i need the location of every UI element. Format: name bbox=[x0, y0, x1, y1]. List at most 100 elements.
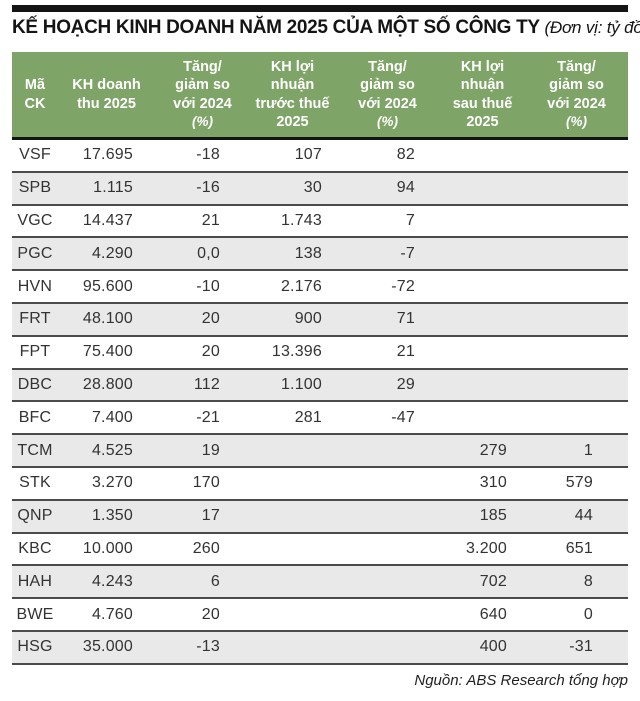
value-cell bbox=[335, 435, 440, 466]
value-cell: 14.437 bbox=[82, 211, 133, 229]
value-cell bbox=[525, 402, 628, 433]
ticker-cell: VSF bbox=[19, 146, 51, 164]
value-cell: -10 bbox=[196, 277, 220, 295]
title-unit-note: (Đơn vị: tỷ đồng) bbox=[544, 18, 640, 37]
ticker-cell: QNP bbox=[17, 507, 53, 525]
ticker-cell: PGC bbox=[17, 244, 53, 262]
value-cell: -72 bbox=[391, 277, 415, 295]
value-cell bbox=[335, 468, 440, 499]
ticker-cell: VGC bbox=[17, 211, 53, 229]
value-cell: -18 bbox=[196, 146, 220, 164]
value-cell bbox=[525, 271, 628, 302]
ticker-cell: SPB bbox=[18, 179, 52, 197]
value-cell bbox=[335, 534, 440, 565]
title-text: KẾ HOẠCH KINH DOANH NĂM 2025 CỦA MỘT SỐ … bbox=[12, 17, 540, 38]
top-rule bbox=[12, 5, 628, 12]
table-row-frt: FRT 48.100 20 900 71 bbox=[12, 303, 628, 337]
value-cell: 640 bbox=[479, 605, 507, 623]
ticker-cell: HSG bbox=[17, 638, 53, 656]
value-cell: -31 bbox=[569, 638, 593, 656]
value-cell: 651 bbox=[565, 539, 593, 557]
value-cell: 702 bbox=[479, 572, 507, 590]
ticker-cell: TCM bbox=[17, 441, 53, 459]
ticker-cell: HVN bbox=[17, 277, 53, 295]
value-cell bbox=[250, 566, 335, 597]
value-cell: 3.270 bbox=[91, 474, 133, 492]
value-cell: 20 bbox=[201, 605, 220, 623]
value-cell: 1.100 bbox=[280, 375, 322, 393]
value-cell bbox=[525, 206, 628, 237]
value-cell: -47 bbox=[391, 408, 415, 426]
value-cell: 94 bbox=[396, 179, 415, 197]
ticker-cell: DBC bbox=[17, 375, 53, 393]
value-cell bbox=[440, 337, 525, 368]
value-cell: 44 bbox=[574, 507, 593, 525]
value-cell: 6 bbox=[210, 572, 220, 590]
value-cell bbox=[440, 402, 525, 433]
value-cell: 579 bbox=[565, 474, 593, 492]
value-cell: 1.743 bbox=[280, 211, 322, 229]
value-cell bbox=[250, 534, 335, 565]
value-cell: 4.760 bbox=[91, 605, 133, 623]
ticker-cell: FPT bbox=[19, 343, 51, 361]
value-cell: 28.800 bbox=[82, 375, 133, 393]
value-cell: 170 bbox=[192, 474, 220, 492]
table-body: VSF 17.695 -18 107 82 SPB 1.115 -16 30 94 VGC 14.43… bbox=[12, 140, 628, 665]
table-row-vgc: VGC 14.437 21 1.743 7 bbox=[12, 205, 628, 239]
table-row-kbc: KBC 10.000 260 3.200 651 bbox=[12, 533, 628, 567]
value-cell: 82 bbox=[396, 146, 415, 164]
value-cell: 29 bbox=[396, 375, 415, 393]
value-cell bbox=[335, 566, 440, 597]
value-cell bbox=[440, 173, 525, 204]
value-cell: -21 bbox=[196, 408, 220, 426]
business-plan-table: Mã CK KH doanh thu 2025 Tăng/ giảm so vớ… bbox=[12, 52, 628, 665]
value-cell: 20 bbox=[201, 310, 220, 328]
value-cell: 310 bbox=[479, 474, 507, 492]
value-cell bbox=[440, 304, 525, 335]
value-cell: 17 bbox=[201, 507, 220, 525]
value-cell: 1 bbox=[583, 441, 593, 459]
value-cell: 30 bbox=[303, 179, 322, 197]
value-cell: 1.115 bbox=[93, 179, 133, 197]
value-cell: 19 bbox=[201, 441, 220, 459]
source-note: Nguồn: ABS Research tổng hợp bbox=[414, 672, 628, 689]
value-cell: -13 bbox=[196, 638, 220, 656]
table-row-hsg: HSG 35.000 -13 400 -31 bbox=[12, 631, 628, 665]
value-cell: -7 bbox=[400, 244, 415, 262]
value-cell bbox=[250, 501, 335, 532]
value-cell: 279 bbox=[479, 441, 507, 459]
column-header-posttax-change: Tăng/ giảm so với 2024 (%) bbox=[547, 58, 606, 130]
value-cell: 35.000 bbox=[82, 638, 133, 656]
ticker-cell: BFC bbox=[18, 408, 52, 426]
ticker-cell: KBC bbox=[18, 539, 52, 557]
column-header-revenue-change: Tăng/ giảm so với 2024 (%) bbox=[173, 58, 232, 130]
value-cell: 4.525 bbox=[91, 441, 133, 459]
ticker-cell: BWE bbox=[16, 605, 54, 623]
page-title: KẾ HOẠCH KINH DOANH NĂM 2025 CỦA MỘT SỐ … bbox=[12, 15, 640, 40]
value-cell: -16 bbox=[196, 179, 220, 197]
value-cell: 75.400 bbox=[82, 343, 133, 361]
value-cell: 260 bbox=[192, 539, 220, 557]
value-cell: 281 bbox=[294, 408, 322, 426]
ticker-cell: STK bbox=[19, 474, 51, 492]
value-cell: 185 bbox=[479, 507, 507, 525]
value-cell bbox=[250, 468, 335, 499]
value-cell: 900 bbox=[294, 310, 322, 328]
value-cell: 21 bbox=[396, 343, 415, 361]
value-cell: 400 bbox=[479, 638, 507, 656]
value-cell bbox=[440, 238, 525, 269]
table-row-bwe: BWE 4.760 20 640 0 bbox=[12, 599, 628, 632]
value-cell bbox=[440, 271, 525, 302]
value-cell bbox=[440, 206, 525, 237]
table-row-vsf: VSF 17.695 -18 107 82 bbox=[12, 140, 628, 173]
value-cell: 1.350 bbox=[91, 507, 133, 525]
table-row-tcm: TCM 4.525 19 279 1 bbox=[12, 435, 628, 468]
value-cell bbox=[525, 140, 628, 171]
ticker-cell: HAH bbox=[17, 572, 53, 590]
value-cell: 13.396 bbox=[271, 343, 322, 361]
value-cell: 2.176 bbox=[280, 277, 322, 295]
ticker-cell: FRT bbox=[19, 310, 51, 328]
table-row-pgc: PGC 4.290 0,0 138 -7 bbox=[12, 238, 628, 272]
value-cell bbox=[525, 370, 628, 401]
